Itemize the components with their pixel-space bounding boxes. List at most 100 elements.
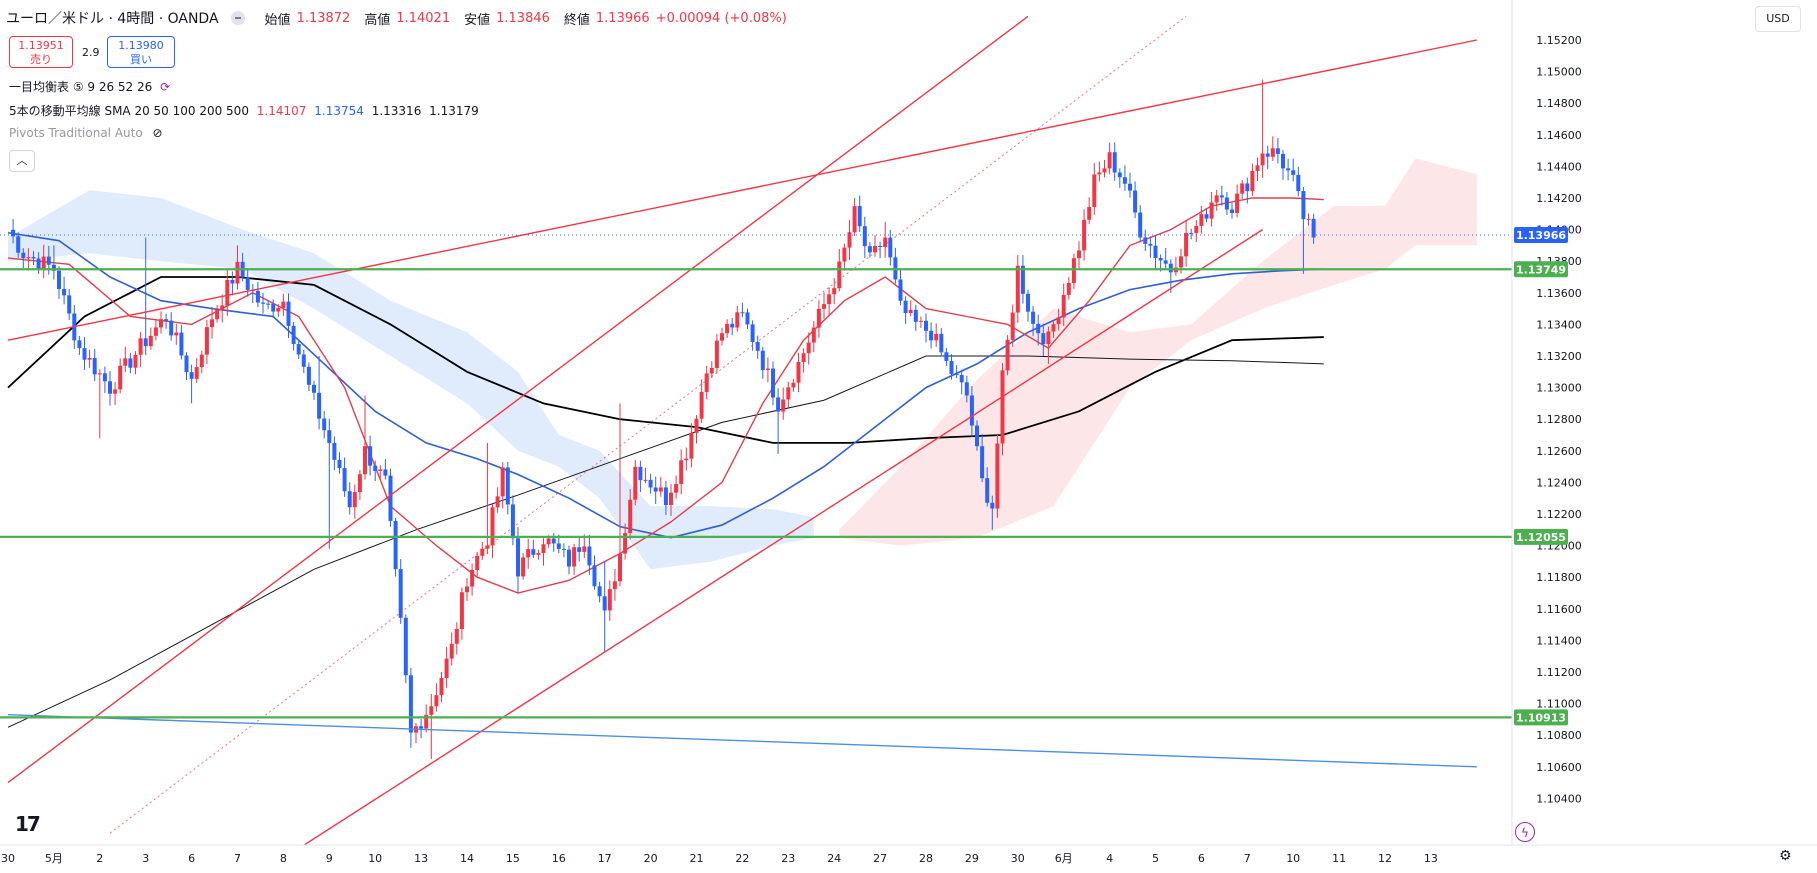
candle-body [643, 479, 648, 481]
lightning-icon[interactable]: ϟ [1515, 822, 1535, 842]
candle-body [954, 373, 959, 375]
candle-body [159, 319, 163, 328]
candle-body [862, 226, 867, 247]
candle-body [225, 279, 230, 306]
candle-body [368, 446, 373, 466]
candle-body [429, 706, 434, 715]
candle-body [1189, 232, 1194, 234]
pivots-legend[interactable]: Pivots Traditional Auto ⊘ [9, 126, 163, 140]
candle-body [174, 332, 179, 336]
time-tick-label: 24 [827, 852, 841, 865]
candle-body [352, 492, 357, 508]
candle-body [169, 320, 174, 336]
time-tick-label: 10 [1286, 852, 1300, 865]
candle-body [1275, 148, 1280, 154]
candle-body [510, 504, 515, 539]
candle-body [388, 475, 393, 521]
sell-button[interactable]: 1.13951 売り [9, 36, 73, 68]
candle-body [607, 589, 612, 611]
candle-body [1240, 183, 1245, 194]
candle-body [470, 569, 475, 587]
candle-body [505, 467, 510, 505]
candle-body [1255, 165, 1260, 171]
candle-body [633, 466, 638, 500]
candle-body [990, 502, 995, 509]
candle-body [108, 381, 112, 394]
candle-body [255, 290, 260, 303]
candle-body [694, 418, 699, 433]
candle-body [1235, 193, 1240, 213]
candle-body [969, 395, 974, 426]
candle-body [1128, 183, 1132, 191]
candle-body [1000, 370, 1005, 444]
gear-icon[interactable]: ⚙ [1779, 848, 1792, 864]
price-tick-label: 1.14400 [1536, 160, 1582, 173]
candle-body [975, 425, 979, 447]
candle-body [11, 229, 16, 237]
price-tick-label: 1.13400 [1536, 318, 1582, 331]
buy-button[interactable]: 1.13980 買い [107, 36, 175, 68]
candle-body [357, 474, 362, 493]
time-tick-label: 20 [644, 852, 658, 865]
time-tick-label: 12 [1378, 852, 1392, 865]
candle-body [674, 483, 679, 493]
ichimoku-legend[interactable]: 一目均衡表 ⑤ 9 26 52 26 ⟳ [9, 78, 170, 95]
time-tick-label: 4 [1106, 852, 1113, 865]
sma-legend[interactable]: 5本の移動平均線 SMA 20 50 100 200 500 1.14107 1… [9, 102, 479, 119]
refresh-icon[interactable]: ⟳ [160, 80, 171, 94]
candle-body [546, 538, 551, 545]
candle-body [337, 459, 342, 469]
collapse-legend-button[interactable]: ︿ [9, 150, 35, 172]
time-tick-label: 8 [280, 852, 287, 865]
candle-body [495, 496, 500, 508]
sma200-line [7, 276, 1324, 444]
candle-body [1209, 202, 1214, 219]
candle-body [179, 332, 184, 356]
candle-body [867, 246, 872, 253]
candle-body [485, 545, 490, 549]
candle-body [97, 373, 102, 375]
candle-body [760, 350, 765, 370]
hidden-eye-icon[interactable]: ⊘ [152, 126, 163, 140]
price-tick-label: 1.13600 [1536, 287, 1582, 300]
candle-body [995, 443, 1000, 509]
level-price-tag: 1.13749 [1516, 263, 1566, 276]
candle-body [1031, 311, 1036, 324]
candle-body [199, 354, 204, 368]
candle-body [1102, 168, 1107, 173]
candle-body [301, 354, 306, 367]
candle-body [1133, 190, 1138, 213]
candle-body [602, 596, 607, 611]
price-tick-label: 1.14200 [1536, 192, 1582, 205]
candle-body [934, 333, 939, 341]
blue-trend-line [7, 713, 1477, 768]
currency-selector[interactable]: USD [1755, 6, 1801, 32]
candle-body [531, 549, 536, 555]
candle-body [913, 309, 918, 322]
candle-body [842, 247, 847, 262]
symbol-title[interactable]: ユーロ／米ドル · 4時間 · OANDA [6, 11, 219, 27]
chevron-up-icon: ︿ [16, 154, 28, 167]
candle-body [128, 358, 133, 368]
candle-body [51, 264, 56, 271]
candle-body [434, 695, 439, 707]
candle-body [873, 245, 877, 253]
candle-body [1301, 191, 1306, 220]
candle-body [1071, 258, 1076, 283]
candle-body [1224, 197, 1229, 210]
candle-body [459, 592, 464, 630]
tradingview-logo-icon[interactable]: 17 [15, 812, 41, 836]
time-tick-label: 21 [690, 852, 704, 865]
price-tick-label: 1.11400 [1536, 634, 1582, 647]
minimize-icon[interactable] [230, 11, 245, 25]
candle-body [1194, 225, 1199, 234]
candle-body [541, 544, 546, 554]
candle-body [1041, 333, 1046, 345]
candle-body [658, 487, 663, 492]
time-tick-label: 3 [142, 852, 149, 865]
candle-body [46, 256, 51, 265]
candle-body [847, 232, 852, 248]
candle-body [959, 374, 964, 383]
candle-body [31, 257, 36, 259]
